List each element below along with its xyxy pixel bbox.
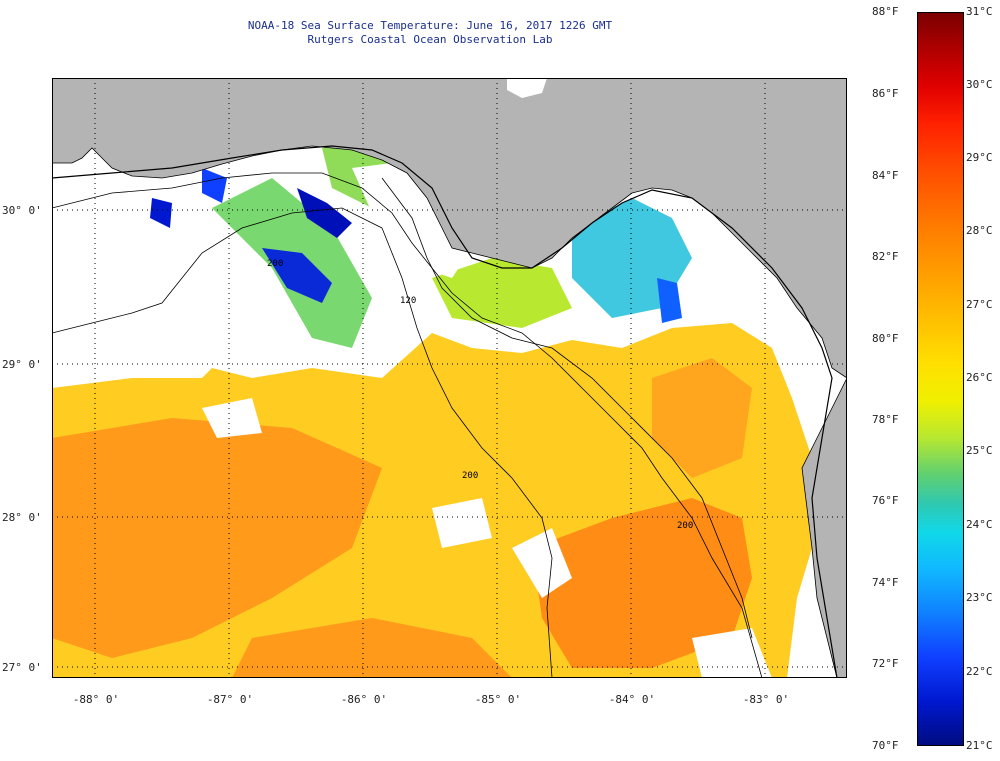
colorbar-c-27: 27°C [966,298,993,311]
depth-contour-200-west [52,207,553,678]
colorbar-c-25: 25°C [966,444,993,457]
lon-label-84: -84° 0' [608,693,656,706]
sst-cool-band-3 [432,258,572,328]
colorbar-f-80: 80°F [872,332,899,345]
sst-cold-patch-3 [202,168,227,203]
cloud-patch-1 [52,258,262,378]
sst-cold-patch-4 [150,198,172,228]
colorbar-c-22: 22°C [966,665,993,678]
colorbar-f-70: 70°F [872,739,899,752]
coastline [52,145,838,678]
graticule [52,78,847,678]
colorbar-f-86: 86°F [872,87,899,100]
colorbar-c-29: 29°C [966,151,993,164]
colorbar-c-21: 21°C [966,739,993,752]
depth-contour-120-shelf [52,172,763,678]
map-title: NOAA-18 Sea Surface Temperature: June 16… [247,19,613,32]
colorbar-c-31: 31°C [966,5,993,18]
colorbar-c-24: 24°C [966,518,993,531]
lon-label-85: -85° 0' [474,693,522,706]
map-frame [52,78,847,678]
colorbar-f-82: 82°F [872,250,899,263]
lon-label-88: -88° 0' [72,693,120,706]
island-patch [507,78,547,98]
sst-cold-patch-2 [297,188,352,238]
contour-label-200-a: 200 [267,259,283,269]
temperature-colorbar [917,12,964,746]
sst-cold-patch-5 [657,278,682,323]
colorbar-f-88: 88°F [872,5,899,18]
colorbar-c-26: 26°C [966,371,993,384]
colorbar-f-78: 78°F [872,413,899,426]
colorbar-f-76: 76°F [872,494,899,507]
cloud-patch-6 [432,498,492,548]
lat-label-27: 27° 0' [2,661,42,674]
colorbar-f-72: 72°F [872,657,899,670]
colorbar-f-84: 84°F [872,169,899,182]
colorbar-c-28: 28°C [966,224,993,237]
cloud-patch-3 [512,528,572,598]
map-subtitle: Rutgers Coastal Ocean Observation Lab [307,33,553,46]
lat-label-29: 29° 0' [2,358,42,371]
cloud-patch-4 [692,628,772,678]
sst-hot-patch-2 [532,498,752,668]
contour-label-120: 120 [400,296,416,306]
lon-label-87: -87° 0' [206,693,254,706]
lon-label-86: -86° 0' [340,693,388,706]
sst-hot-patch-4 [652,358,752,478]
lat-label-28: 28° 0' [2,511,42,524]
lat-label-30: 30° 0' [2,204,42,217]
contour-label-200-b: 200 [462,471,478,481]
sst-hot-patch-1 [52,418,382,658]
sst-map: 120 200 200 200 [52,78,847,678]
cloud-patch-5 [202,398,262,438]
colorbar-f-74: 74°F [872,576,899,589]
contour-label-200-c: 200 [677,521,693,531]
depth-contour-shelf-east [381,177,753,639]
colorbar-c-23: 23°C [966,591,993,604]
colorbar-c-30: 30°C [966,78,993,91]
sst-hot-patch-3 [232,618,512,678]
land-north [52,78,847,379]
sst-cold-patch-1 [262,248,332,303]
lon-label-83: -83° 0' [742,693,790,706]
